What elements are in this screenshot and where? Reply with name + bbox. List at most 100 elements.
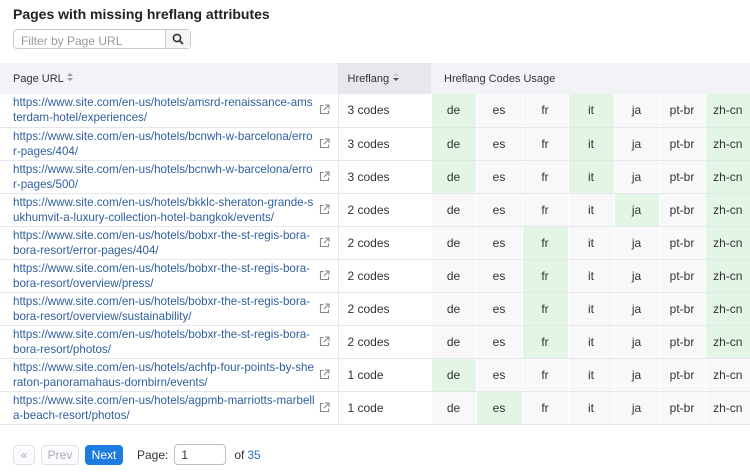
table-row: https://www.site.com/en-us/hotels/bcnwh-… xyxy=(0,160,750,194)
code-used: fr xyxy=(521,226,568,260)
table-row: https://www.site.com/en-us/hotels/bcnwh-… xyxy=(0,127,750,161)
of-label: of xyxy=(234,447,245,462)
page-url[interactable]: https://www.site.com/en-us/hotels/bcnwh-… xyxy=(13,162,313,191)
code-used: zh-cn xyxy=(704,127,750,161)
code-unused: de xyxy=(430,325,476,359)
table-row: https://www.site.com/en-us/hotels/bobxr-… xyxy=(0,325,750,359)
code-used: de xyxy=(430,358,476,392)
page-url[interactable]: https://www.site.com/en-us/hotels/amsrd-… xyxy=(13,96,313,125)
code-unused: ja xyxy=(613,292,659,326)
url-cell: https://www.site.com/en-us/hotels/achfp-… xyxy=(0,358,338,392)
code-unused: ja xyxy=(613,127,659,161)
column-header[interactable]: Hreflang xyxy=(337,63,431,94)
next-button[interactable]: Next xyxy=(85,444,123,465)
hreflang-count: 1 code xyxy=(337,358,431,392)
table-row: https://www.site.com/en-us/hotels/amsrd-… xyxy=(0,94,750,128)
code-unused: pt-br xyxy=(658,94,705,128)
code-used: it xyxy=(567,94,614,128)
code-used: de xyxy=(430,160,476,194)
page-url[interactable]: https://www.site.com/en-us/hotels/achfp-… xyxy=(13,360,314,389)
search-icon xyxy=(172,33,184,45)
page-url[interactable]: https://www.site.com/en-us/hotels/bobxr-… xyxy=(13,327,311,356)
hreflang-count: 2 codes xyxy=(337,193,431,227)
external-link-icon[interactable] xyxy=(319,236,330,248)
page-label: Page: xyxy=(137,447,169,462)
table-row: https://www.site.com/en-us/hotels/bobxr-… xyxy=(0,259,750,293)
code-used: zh-cn xyxy=(704,259,750,293)
external-link-icon[interactable] xyxy=(319,335,330,347)
url-cell: https://www.site.com/en-us/hotels/amsrd-… xyxy=(0,94,338,128)
code-unused: pt-br xyxy=(658,325,705,359)
code-unused: es xyxy=(475,259,522,293)
code-unused: pt-br xyxy=(658,193,705,227)
search-button[interactable] xyxy=(165,30,190,48)
code-used: zh-cn xyxy=(704,94,750,128)
code-unused: it xyxy=(567,193,614,227)
code-unused: pt-br xyxy=(658,160,705,194)
code-unused: fr xyxy=(521,94,568,128)
code-unused: de xyxy=(430,391,476,425)
code-unused: pt-br xyxy=(658,226,705,260)
code-unused: it xyxy=(567,292,614,326)
code-unused: pt-br xyxy=(658,358,705,392)
external-link-icon[interactable] xyxy=(319,302,330,314)
page-url[interactable]: https://www.site.com/en-us/hotels/bobxr-… xyxy=(13,261,311,290)
code-unused: pt-br xyxy=(658,391,705,425)
url-cell: https://www.site.com/en-us/hotels/bobxr-… xyxy=(0,226,338,260)
code-unused: it xyxy=(567,259,614,293)
code-unused: de xyxy=(430,292,476,326)
external-link-icon[interactable] xyxy=(319,203,330,215)
code-used: ja xyxy=(613,193,659,227)
code-used: de xyxy=(430,94,476,128)
url-cell: https://www.site.com/en-us/hotels/bobxr-… xyxy=(0,325,338,359)
hreflang-count: 2 codes xyxy=(337,226,431,260)
total-pages[interactable]: 35 xyxy=(247,447,261,462)
external-link-icon[interactable] xyxy=(319,401,330,413)
external-link-icon[interactable] xyxy=(319,104,330,115)
external-link-icon[interactable] xyxy=(319,170,330,182)
code-unused: es xyxy=(475,160,522,194)
code-used: de xyxy=(430,127,476,161)
code-unused: fr xyxy=(521,391,568,425)
external-link-icon[interactable] xyxy=(319,269,330,281)
page-url[interactable]: https://www.site.com/en-us/hotels/agpmb-… xyxy=(13,393,315,422)
code-unused: zh-cn xyxy=(704,358,750,392)
header-text: Page URL xyxy=(13,73,64,85)
code-unused: fr xyxy=(521,127,568,161)
code-unused: ja xyxy=(613,325,659,359)
code-unused: pt-br xyxy=(658,127,705,161)
filter-placeholder: Filter by Page URL xyxy=(21,34,123,48)
url-cell: https://www.site.com/en-us/hotels/bobxr-… xyxy=(0,259,338,293)
code-unused: de xyxy=(430,259,476,293)
page-url[interactable]: https://www.site.com/en-us/hotels/bobxr-… xyxy=(13,294,311,323)
external-link-icon[interactable] xyxy=(319,368,330,380)
title: Pages with missing hreflang attributes xyxy=(13,6,270,22)
code-used: zh-cn xyxy=(704,193,750,227)
url-cell: https://www.site.com/en-us/hotels/bcnwh-… xyxy=(0,127,338,161)
page-input[interactable]: 1 xyxy=(174,444,227,465)
code-used: zh-cn xyxy=(704,160,750,194)
column-header: Hreflang Codes Usage xyxy=(431,63,750,94)
page-url[interactable]: https://www.site.com/en-us/hotels/bkklc-… xyxy=(13,195,314,224)
first-button[interactable]: « xyxy=(13,444,35,465)
filter-input[interactable]: Filter by Page URL xyxy=(13,29,191,49)
external-link-icon[interactable] xyxy=(319,137,330,149)
code-unused: fr xyxy=(521,160,568,194)
table-body: https://www.site.com/en-us/hotels/amsrd-… xyxy=(0,94,750,425)
page-url[interactable]: https://www.site.com/en-us/hotels/bobxr-… xyxy=(13,228,311,257)
table-row: https://www.site.com/en-us/hotels/agpmb-… xyxy=(0,391,750,425)
code-unused: pt-br xyxy=(658,259,705,293)
table-row: https://www.site.com/en-us/hotels/bobxr-… xyxy=(0,226,750,260)
code-unused: ja xyxy=(613,160,659,194)
pagination: « Prev Next Page: 1 of 35 xyxy=(13,444,261,465)
code-unused: es xyxy=(475,226,522,260)
code-unused: ja xyxy=(613,358,659,392)
code-unused: ja xyxy=(613,94,659,128)
column-header[interactable]: Page URL xyxy=(0,63,338,94)
prev-button[interactable]: Prev xyxy=(41,444,79,465)
hreflang-count: 3 codes xyxy=(337,160,431,194)
code-unused: de xyxy=(430,193,476,227)
code-used: fr xyxy=(521,325,568,359)
page-url[interactable]: https://www.site.com/en-us/hotels/bcnwh-… xyxy=(13,129,313,158)
